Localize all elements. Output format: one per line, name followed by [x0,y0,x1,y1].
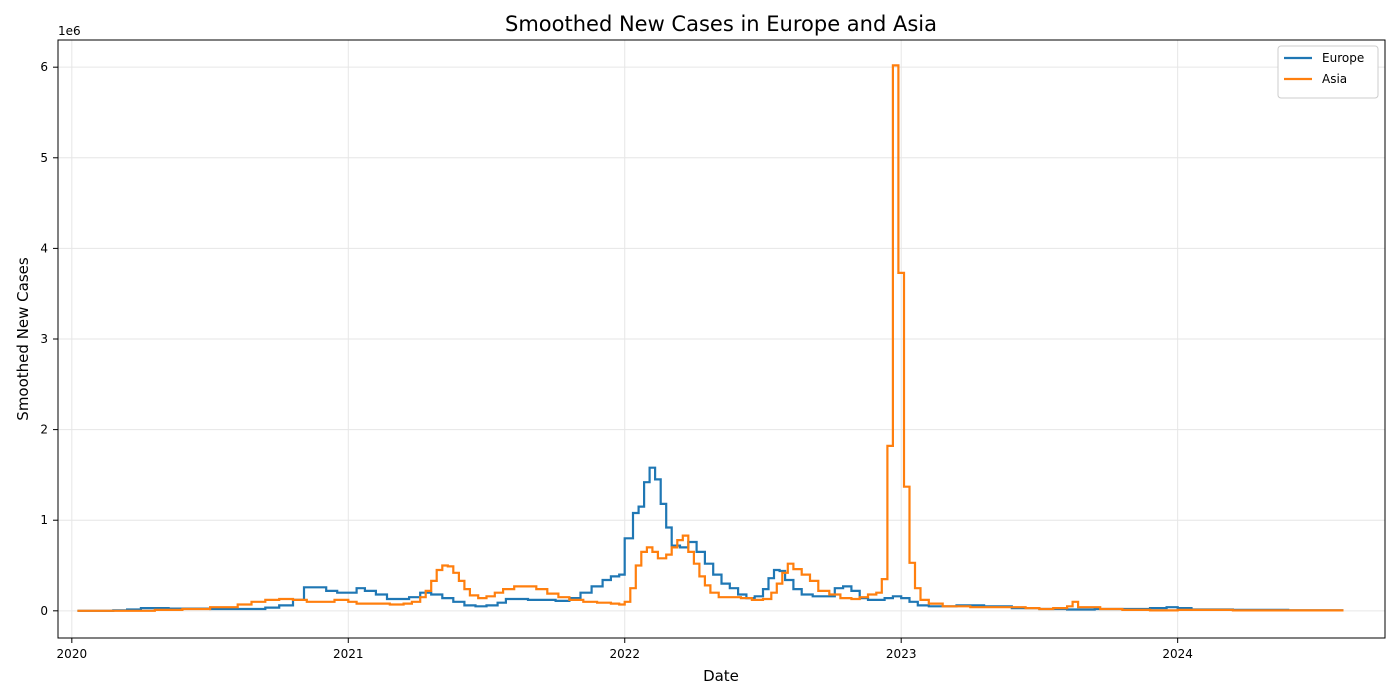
series-line-asia [77,64,1344,612]
y-tick-label: 3 [40,332,48,346]
y-tick-label: 1 [40,513,48,527]
y-tick-label: 6 [40,60,48,74]
series-line-europe [77,466,1344,612]
legend-label-europe: Europe [1322,51,1364,65]
axes: 2020 2021 2022 2023 2024 0 1 2 3 4 5 6 [40,60,1193,661]
x-axis-label: Date [703,667,739,685]
legend: Europe Asia [1277,45,1379,99]
series-layer [77,64,1344,612]
chart-title: Smoothed New Cases in Europe and Asia [505,12,937,36]
x-tick-label: 2022 [609,647,640,661]
y-axis-label: Smoothed New Cases [14,257,32,421]
y-tick-label: 4 [40,241,48,255]
x-tick-label: 2023 [886,647,917,661]
x-tick-label: 2021 [333,647,364,661]
y-axis-offset-label: 1e6 [58,24,81,38]
y-tick-label: 0 [40,604,48,618]
y-tick-label: 2 [40,423,48,437]
grid [58,40,1385,638]
legend-label-asia: Asia [1322,72,1347,86]
x-tick-label: 2020 [57,647,88,661]
y-tick-label: 5 [40,151,48,165]
x-tick-label: 2024 [1162,647,1193,661]
